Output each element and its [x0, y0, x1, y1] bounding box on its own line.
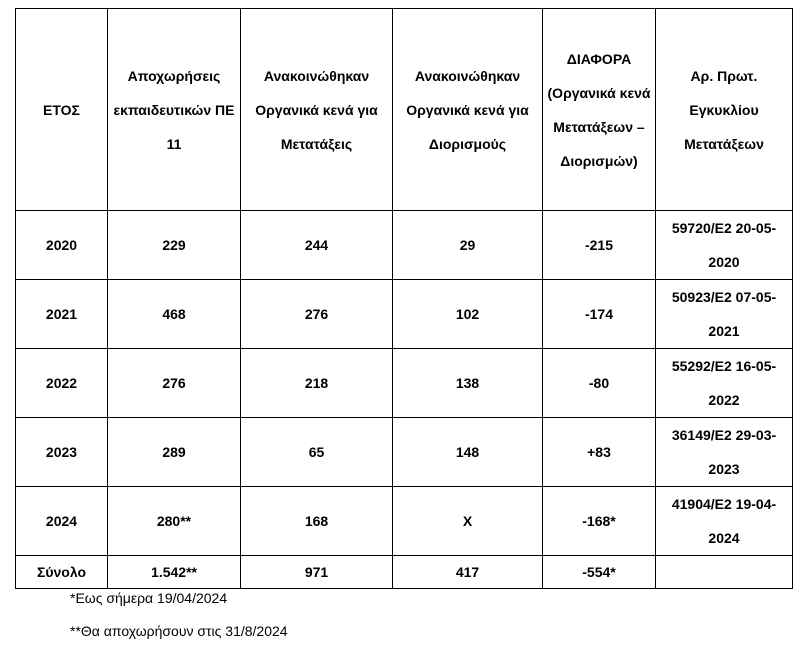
table-cell: 2022: [15, 348, 108, 418]
table-cell: 2024: [15, 486, 108, 556]
table-cell: 218: [240, 348, 393, 418]
table-cell: 244: [240, 210, 393, 280]
table-cell: Ανακοινώθηκαν Οργανικά κενά για Μετατάξε…: [240, 8, 393, 211]
table-cell: 55292/Ε2 16-05-2022: [655, 348, 793, 418]
table-cell: 276: [240, 279, 393, 349]
table-cell: 1.542**: [107, 555, 241, 589]
table-cell: 276: [107, 348, 241, 418]
table-cell: ΔΙΑΦΟΡΑ (Οργανικά κενά Μετατάξεων – Διορ…: [542, 8, 656, 211]
table-cell: 417: [392, 555, 543, 589]
table-cell: 168: [240, 486, 393, 556]
table-row: Σύνολο 1.542** 971 417 -554*: [15, 555, 793, 589]
table-cell: 2020: [15, 210, 108, 280]
table-cell: 971: [240, 555, 393, 589]
table-cell: -215: [542, 210, 656, 280]
table-cell: 2023: [15, 417, 108, 487]
footnote: *Εως σήμερα 19/04/2024: [70, 590, 228, 606]
table-cell: Ανακοινώθηκαν Οργανικά κενά για Διορισμο…: [392, 8, 543, 211]
table-cell: 36149/Ε2 29-03-2023: [655, 417, 793, 487]
table-cell: 50923/Ε2 07-05-2021: [655, 279, 793, 349]
table-cell: 65: [240, 417, 393, 487]
table-row: 2023 289 65 148 +83 36149/Ε2 29-03-2023: [15, 417, 793, 487]
table-cell: Αποχωρήσεις εκπαιδευτικών ΠΕ 11: [107, 8, 241, 211]
table-row: ΕΤΟΣ Αποχωρήσεις εκπαιδευτικών ΠΕ 11 Ανακο…: [15, 8, 793, 211]
table-row: 2021 468 276 102 -174 50923/Ε2 07-05-2021: [15, 279, 793, 349]
table-cell: 41904/Ε2 19-04-2024: [655, 486, 793, 556]
table-row: 2024 280** 168 Χ -168* 41904/Ε2 19-04-2024: [15, 486, 793, 556]
table-cell: 229: [107, 210, 241, 280]
table-cell: 2021: [15, 279, 108, 349]
table-cell: 289: [107, 417, 241, 487]
table-cell: 29: [392, 210, 543, 280]
table-cell: -174: [542, 279, 656, 349]
table-cell: -554*: [542, 555, 656, 589]
table-cell: Σύνολο: [15, 555, 108, 589]
table-row: 2022 276 218 138 -80 55292/Ε2 16-05-2022: [15, 348, 793, 418]
table-cell: Χ: [392, 486, 543, 556]
table-cell: Αρ. Πρωτ. Εγκυκλίου Μετατάξεων: [655, 8, 793, 211]
table-cell: 280**: [107, 486, 241, 556]
empty-cell: [655, 555, 793, 589]
data-table: ΕΤΟΣ Αποχωρήσεις εκπαιδευτικών ΠΕ 11 Ανακο…: [15, 8, 793, 589]
table-body: ΕΤΟΣ Αποχωρήσεις εκπαιδευτικών ΠΕ 11 Ανακο…: [15, 8, 793, 589]
table-cell: +83: [542, 417, 656, 487]
footnote: **Θα αποχωρήσουν στις 31/8/2024: [70, 623, 288, 639]
table-cell: 59720/Ε2 20-05-2020: [655, 210, 793, 280]
table-cell: 148: [392, 417, 543, 487]
table-cell: ΕΤΟΣ: [15, 8, 108, 211]
table-cell: -80: [542, 348, 656, 418]
table-cell: 102: [392, 279, 543, 349]
table-cell: -168*: [542, 486, 656, 556]
table-cell: 138: [392, 348, 543, 418]
table-row: 2020 229 244 29 -215 59720/Ε2 20-05-2020: [15, 210, 793, 280]
table-cell: 468: [107, 279, 241, 349]
